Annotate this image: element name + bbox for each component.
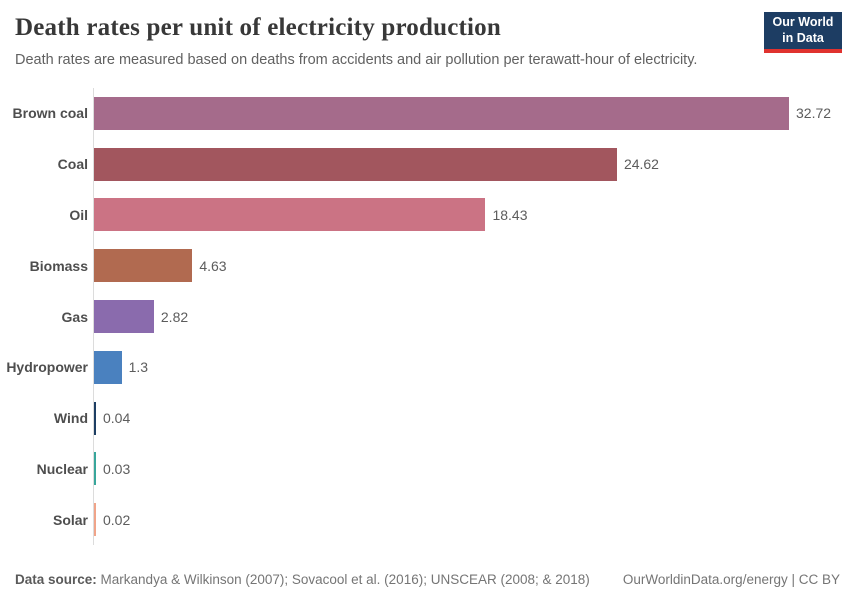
bar-track: 1.3 <box>94 350 850 384</box>
bar-track: 18.43 <box>94 198 850 232</box>
value-label: 2.82 <box>160 308 189 325</box>
category-label: Gas <box>61 308 88 325</box>
category-label: Nuclear <box>36 460 88 477</box>
chart-title: Death rates per unit of electricity prod… <box>15 14 501 41</box>
bar-track: 0.03 <box>94 452 850 486</box>
bar-solar[interactable] <box>94 503 96 537</box>
data-source-label: Data source: <box>15 572 97 587</box>
bar-track: 4.63 <box>94 249 850 283</box>
value-label: 24.62 <box>623 156 659 173</box>
bar-brown-coal[interactable] <box>94 96 789 130</box>
bar-wind[interactable] <box>94 401 96 435</box>
value-label: 18.43 <box>492 206 528 223</box>
y-axis-line <box>93 88 94 545</box>
chart-footer: Data source: Markandya & Wilkinson (2007… <box>15 572 840 587</box>
bar-row: Oil 18.43 <box>0 190 850 241</box>
bar-biomass[interactable] <box>94 249 193 283</box>
owid-logo-line2: in Data <box>782 30 824 45</box>
license-link[interactable]: OurWorldinData.org/energy | CC BY <box>622 572 840 587</box>
bar-row: Coal 24.62 <box>0 139 850 190</box>
bar-track: 24.62 <box>94 147 850 181</box>
category-label: Coal <box>57 156 88 173</box>
category-label: Hydropower <box>6 359 88 376</box>
category-label: Solar <box>52 511 88 528</box>
value-label: 32.72 <box>796 105 832 122</box>
bar-track: 32.72 <box>94 96 850 130</box>
chart-header: Death rates per unit of electricity prod… <box>15 14 740 68</box>
bar-row: Brown coal 32.72 <box>0 88 850 139</box>
bar-row: Hydropower 1.3 <box>0 342 850 393</box>
data-source-note: Data source: Markandya & Wilkinson (2007… <box>15 572 590 587</box>
data-source-text: Markandya & Wilkinson (2007); Sovacool e… <box>100 572 590 587</box>
owid-logo: Our World in Data <box>764 12 842 53</box>
bar-row: Gas 2.82 <box>0 291 850 342</box>
category-label: Wind <box>53 410 88 427</box>
category-label: Brown coal <box>12 105 88 122</box>
value-label: 0.02 <box>103 511 131 528</box>
bar-hydropower[interactable] <box>94 350 122 384</box>
bar-gas[interactable] <box>94 300 154 334</box>
bar-rows: Brown coal 32.72 Coal 24.62 Oil 18.43 Biomass 4… <box>0 88 850 545</box>
category-label: Oil <box>69 206 88 223</box>
bar-track: 2.82 <box>94 300 850 334</box>
bar-chart: Brown coal 32.72 Coal 24.62 Oil 18.43 Biomass 4… <box>0 88 850 545</box>
bar-track: 0.04 <box>94 401 850 435</box>
bar-coal[interactable] <box>94 147 617 181</box>
bar-oil[interactable] <box>94 198 486 232</box>
bar-row: Wind 0.04 <box>0 393 850 444</box>
bar-nuclear[interactable] <box>94 452 96 486</box>
bar-row: Biomass 4.63 <box>0 240 850 291</box>
value-label: 0.03 <box>103 460 131 477</box>
owid-logo-line1: Our World <box>772 14 834 29</box>
value-label: 4.63 <box>199 257 227 274</box>
value-label: 0.04 <box>103 410 131 427</box>
chart-subtitle: Death rates are measured based on deaths… <box>15 52 698 68</box>
bar-row: Solar 0.02 <box>0 494 850 545</box>
value-label: 1.3 <box>128 359 149 376</box>
bar-track: 0.02 <box>94 503 850 537</box>
category-label: Biomass <box>29 257 88 274</box>
bar-row: Nuclear 0.03 <box>0 443 850 494</box>
